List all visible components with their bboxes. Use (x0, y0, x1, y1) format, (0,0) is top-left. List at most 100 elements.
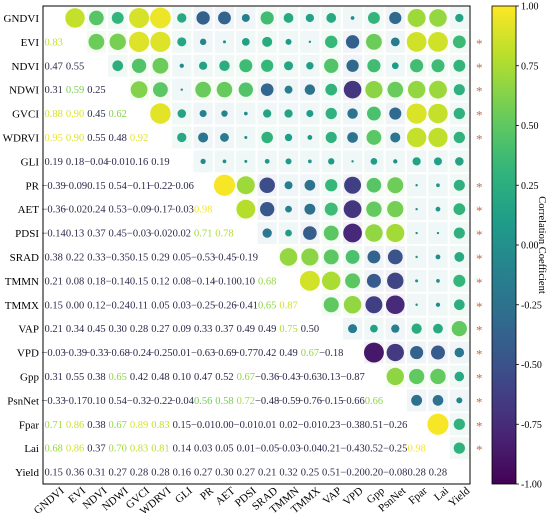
correlation-value-PDSI-WDRVI: −0.02 (148, 229, 172, 240)
correlation-circle-AET-TMMN (285, 205, 292, 213)
correlation-value-Lai-EVI: 0.86 (66, 444, 84, 455)
correlation-value-Yield-WDRVI: 0.28 (151, 468, 169, 479)
correlation-circle-EVI-GVCI (128, 31, 150, 52)
correlation-circle-GNDVI-VPD (350, 16, 355, 20)
colorbar-label: Correlation Coefficient (536, 196, 547, 294)
correlation-circle-PDSI-SRAD (262, 228, 272, 238)
correlation-value-Fpar-GNDVI: 0.71 (44, 420, 62, 431)
correlation-circle-EVI-SRAD (262, 36, 273, 47)
correlation-circle-PR-VPD (344, 176, 362, 194)
correlation-circle-VPD-PsnNet (386, 343, 404, 362)
correlation-circle-VAP-Yield (451, 321, 467, 337)
correlation-value-Gpp-TMMN: −0.43 (276, 372, 300, 383)
correlation-circle-AET-VPD (343, 200, 362, 219)
correlation-value-Gpp-GNDVI: 0.31 (44, 372, 62, 383)
column-label-GNDVI: GNDVI (32, 485, 67, 513)
correlation-value-TMMX-WDRVI: 0.05 (151, 300, 169, 311)
correlation-circle-SRAD-Lai (435, 254, 441, 260)
correlation-value-NDVI-EVI: 0.55 (66, 61, 84, 72)
correlation-value-VAP-WDRVI: 0.27 (151, 324, 169, 335)
correlation-value-Yield-AET: 0.30 (215, 468, 233, 479)
correlation-value-TMMX-AET: −0.26 (212, 300, 236, 311)
correlation-circle-NDVI-Gpp (367, 59, 381, 73)
correlation-value-VAP-NDWI: 0.30 (109, 324, 127, 335)
correlation-value-PsnNet-AET: 0.58 (215, 396, 233, 407)
correlation-circle-VPD-Fpar (410, 345, 424, 360)
correlation-circle-NDWI-SRAD (260, 83, 274, 96)
correlation-circle-NDVI-Lai (431, 59, 445, 73)
correlation-value-Gpp-VPD: −0.87 (340, 372, 364, 383)
correlation-circle-NDWI-PR (195, 81, 211, 98)
correlation-circle-TMMX-VAP (323, 297, 339, 313)
correlation-value-PsnNet-NDVI: 0.10 (87, 396, 105, 407)
correlation-value-Yield-TMMN: 0.32 (279, 468, 297, 479)
correlation-value-Fpar-PsnNet: −0.26 (383, 420, 407, 431)
correlation-value-Fpar-PR: −0.01 (191, 420, 215, 431)
correlation-circle-SRAD-PsnNet (387, 249, 403, 265)
correlation-circle-GNDVI-Gpp (367, 12, 380, 24)
colorbar-ticks: 1.00 0.75 0.50 0.25 0.00 -0.25 -0.50 -0.75 -1.00 (516, 2, 542, 491)
correlation-circle-NDWI-TMMN (284, 85, 293, 94)
correlation-value-AET-WDRVI: −0.17 (148, 205, 172, 216)
correlation-circle-GVCI-GLI (177, 109, 187, 118)
correlation-value-Fpar-SRAD: 0.01 (258, 420, 276, 431)
significance-marker-PsnNet: * (476, 394, 483, 409)
correlation-value-PR-WDRVI: −0.22 (148, 181, 172, 192)
correlation-value-Yield-PsnNet: −0.08 (383, 468, 407, 479)
correlation-value-WDRVI-GVCI: 0.92 (130, 133, 148, 144)
column-label-Fpar: Fpar (406, 485, 429, 507)
correlation-value-SRAD-NDWI: −0.35 (106, 252, 130, 263)
correlation-value-Lai-Fpar: 0.98 (407, 444, 425, 455)
correlation-value-EVI-GNDVI: 0.83 (44, 37, 62, 48)
correlation-value-PsnNet-PR: 0.56 (194, 396, 212, 407)
correlation-circle-PR-VAP (325, 179, 338, 192)
correlation-circle-GNDVI-PR (196, 11, 210, 25)
row-label-WDRVI: WDRVI (3, 132, 40, 144)
correlation-value-TMMN-WDRVI: 0.12 (151, 276, 169, 287)
correlation-circle-PDSI-VPD (343, 223, 362, 243)
correlation-circle-GVCI-WDRVI (150, 103, 171, 124)
correlation-value-PsnNet-Gpp: 0.66 (365, 396, 383, 407)
correlation-circle-Lai-Yield (453, 442, 465, 454)
column-label-GLI: GLI (173, 485, 195, 506)
correlation-value-Gpp-SRAD: −0.36 (255, 372, 279, 383)
column-label-VAP: VAP (321, 485, 344, 507)
correlation-circle-VPD-Gpp (363, 342, 384, 363)
correlation-value-PDSI-PR: 0.71 (194, 229, 212, 240)
significance-marker-VPD: * (476, 347, 483, 362)
correlation-circle-GNDVI-Yield (455, 13, 464, 23)
correlation-value-Yield-TMMX: 0.25 (301, 468, 319, 479)
correlation-circle-GNDVI-NDVI (89, 10, 104, 26)
correlation-value-Fpar-TMMN: 0.02 (279, 420, 297, 431)
correlation-circle-GNDVI-PsnNet (389, 11, 402, 25)
correlation-circle-NDWI-GVCI (130, 81, 148, 99)
significance-marker-PDSI: * (476, 227, 483, 242)
correlation-circle-PR-PDSI (236, 176, 255, 195)
correlation-value-PDSI-EVI: 0.13 (66, 229, 84, 240)
correlation-circle-NDVI-WDRVI (152, 57, 169, 74)
correlation-value-Lai-NDVI: 0.37 (87, 444, 105, 455)
correlation-circle-WDRVI-Yield (453, 131, 465, 144)
correlation-value-Lai-AET: 0.05 (215, 444, 233, 455)
correlation-circle-VAP-Fpar (411, 323, 422, 334)
correlation-circle-GVCI-Gpp (367, 106, 381, 121)
correlation-value-AET-PR: 0.98 (194, 205, 212, 216)
correlation-value-Gpp-AET: 0.52 (215, 372, 233, 383)
correlation-circle-PR-TMMN (284, 181, 293, 190)
correlation-circle-GLI-Fpar (412, 157, 421, 166)
correlation-circle-PR-Lai (436, 183, 440, 188)
correlation-circle-NDVI-NDWI (112, 60, 124, 72)
row-label-PDSI: PDSI (15, 228, 39, 240)
correlation-circle-PR-TMMX (304, 179, 316, 191)
correlation-value-GLI-GNDVI: 0.19 (44, 157, 62, 168)
correlation-circle-Fpar-Lai (427, 413, 449, 435)
correlation-value-VAP-NDVI: 0.45 (87, 324, 105, 335)
correlation-value-PDSI-NDVI: 0.37 (87, 229, 105, 240)
correlation-value-TMMX-EVI: 0.00 (66, 300, 84, 311)
correlation-circle-GLI-TMMN (285, 158, 292, 165)
correlation-circle-TMMX-Lai (435, 302, 441, 307)
correlation-value-Yield-SRAD: 0.21 (258, 468, 276, 479)
row-label-EVI: EVI (21, 37, 40, 49)
correlation-value-Gpp-PR: 0.47 (194, 372, 212, 383)
